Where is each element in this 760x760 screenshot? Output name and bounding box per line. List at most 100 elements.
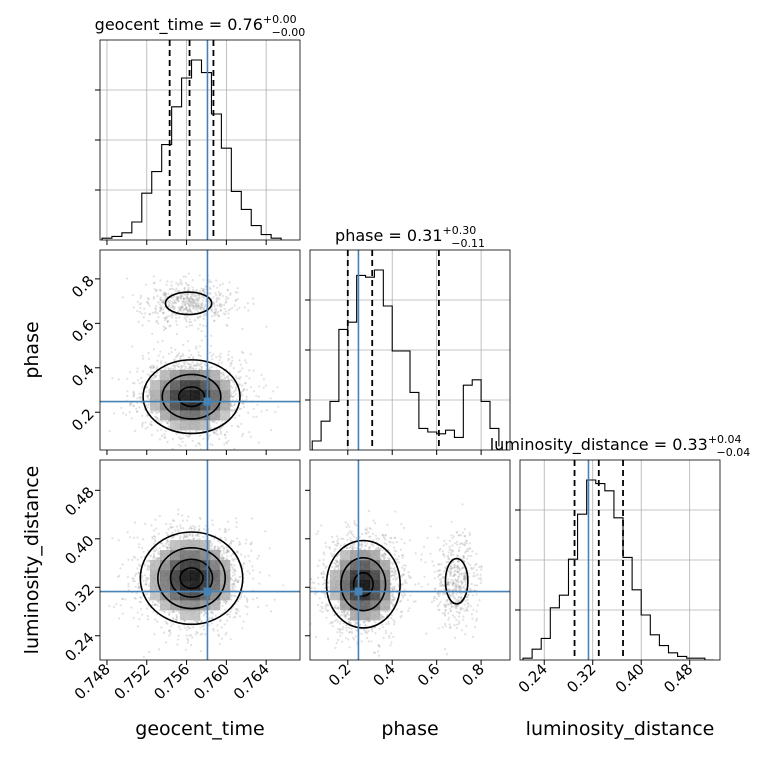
scatter-point	[179, 306, 182, 309]
scatter-point	[223, 536, 227, 539]
scatter-point	[255, 394, 258, 397]
scatter-point	[233, 558, 236, 561]
scatter-point	[210, 308, 213, 311]
scatter-point	[144, 421, 147, 424]
scatter-point	[157, 557, 160, 560]
scatter-point	[182, 299, 185, 303]
scatter-point	[177, 306, 180, 309]
scatter-point	[226, 550, 229, 553]
scatter-point	[197, 351, 200, 354]
scatter-point	[189, 300, 192, 303]
scatter-point	[141, 425, 144, 428]
scatter-point	[136, 379, 139, 382]
scatter-point	[190, 527, 193, 530]
scatter-point	[209, 611, 212, 614]
scatter-point	[199, 626, 202, 629]
scatter-point	[273, 598, 276, 601]
scatter-point	[191, 534, 194, 538]
scatter-point	[164, 430, 167, 433]
scatter-point	[189, 366, 192, 369]
scatter-point	[222, 555, 225, 559]
scatter-point	[162, 311, 165, 314]
scatter-point	[163, 631, 166, 634]
scatter-point	[172, 623, 175, 626]
scatter-point	[186, 625, 190, 628]
scatter-point	[226, 289, 230, 292]
scatter-point	[126, 531, 129, 534]
scatter-point	[156, 319, 159, 323]
scatter-point	[198, 529, 201, 532]
scatter-point	[170, 526, 173, 529]
scatter-point	[219, 308, 223, 311]
scatter-point	[130, 606, 133, 609]
scatter-point	[136, 558, 139, 561]
hist-panel-geocent_time	[95, 39, 301, 245]
scatter-point	[196, 289, 199, 292]
scatter-point	[213, 546, 217, 549]
scatter-point	[193, 298, 196, 301]
scatter-point	[201, 301, 204, 304]
scatter-point	[227, 374, 230, 377]
scatter-point	[238, 306, 241, 309]
density-cell	[170, 370, 181, 381]
scatter-point	[220, 305, 223, 308]
scatter-point	[155, 411, 158, 414]
scatter-point	[188, 434, 191, 438]
scatter-point	[216, 304, 219, 307]
scatter-point	[164, 436, 167, 439]
scatter-point	[171, 519, 174, 522]
scatter-point	[133, 393, 136, 396]
scatter-point	[198, 296, 201, 299]
scatter-point	[147, 397, 150, 400]
scatter-point	[202, 278, 205, 281]
scatter-point	[180, 306, 183, 309]
scatter-point	[245, 361, 248, 364]
scatter-point	[179, 297, 182, 300]
scatter-point	[240, 390, 243, 393]
scatter-point	[265, 409, 268, 412]
scatter-point	[186, 289, 189, 292]
scatter-point	[155, 374, 158, 377]
scatter-point	[153, 603, 156, 606]
scatter-point	[218, 528, 221, 531]
scatter-point	[216, 433, 219, 436]
scatter-point	[252, 415, 255, 419]
scatter-point	[191, 279, 194, 282]
scatter-point	[199, 308, 202, 311]
scatter-point	[121, 598, 125, 601]
scatter-point	[163, 294, 167, 297]
scatter-point	[137, 582, 140, 586]
scatter-point	[227, 312, 230, 315]
scatter-point	[181, 514, 184, 517]
scatter-point	[169, 324, 172, 327]
scatter-point	[230, 563, 233, 566]
scatter-point	[230, 362, 233, 365]
scatter-point	[239, 383, 242, 386]
scatter-point	[236, 551, 239, 554]
scatter-point	[202, 535, 205, 539]
scatter-point	[217, 315, 220, 318]
scatter-point	[129, 404, 132, 407]
scatter-point	[244, 555, 247, 558]
scatter-point	[184, 626, 187, 629]
scatter-point	[160, 305, 163, 308]
scatter-point	[252, 569, 255, 572]
scatter-point	[232, 582, 235, 585]
scatter-point	[220, 626, 223, 629]
scatter-point	[210, 358, 214, 361]
scatter-point	[214, 292, 217, 295]
scatter-point	[182, 527, 185, 530]
scatter-point	[223, 623, 226, 626]
scatter-point	[242, 388, 246, 391]
density-cell	[160, 390, 171, 401]
scatter-point	[156, 371, 159, 375]
scatter-point	[166, 367, 169, 370]
scatter-point	[218, 302, 221, 306]
scatter-point	[236, 291, 239, 294]
scatter-point	[182, 532, 185, 536]
scatter-point	[153, 376, 156, 380]
scatter-point	[246, 598, 249, 602]
scatter-point	[198, 296, 201, 299]
scatter-point	[200, 330, 203, 333]
scatter-point	[210, 427, 213, 430]
